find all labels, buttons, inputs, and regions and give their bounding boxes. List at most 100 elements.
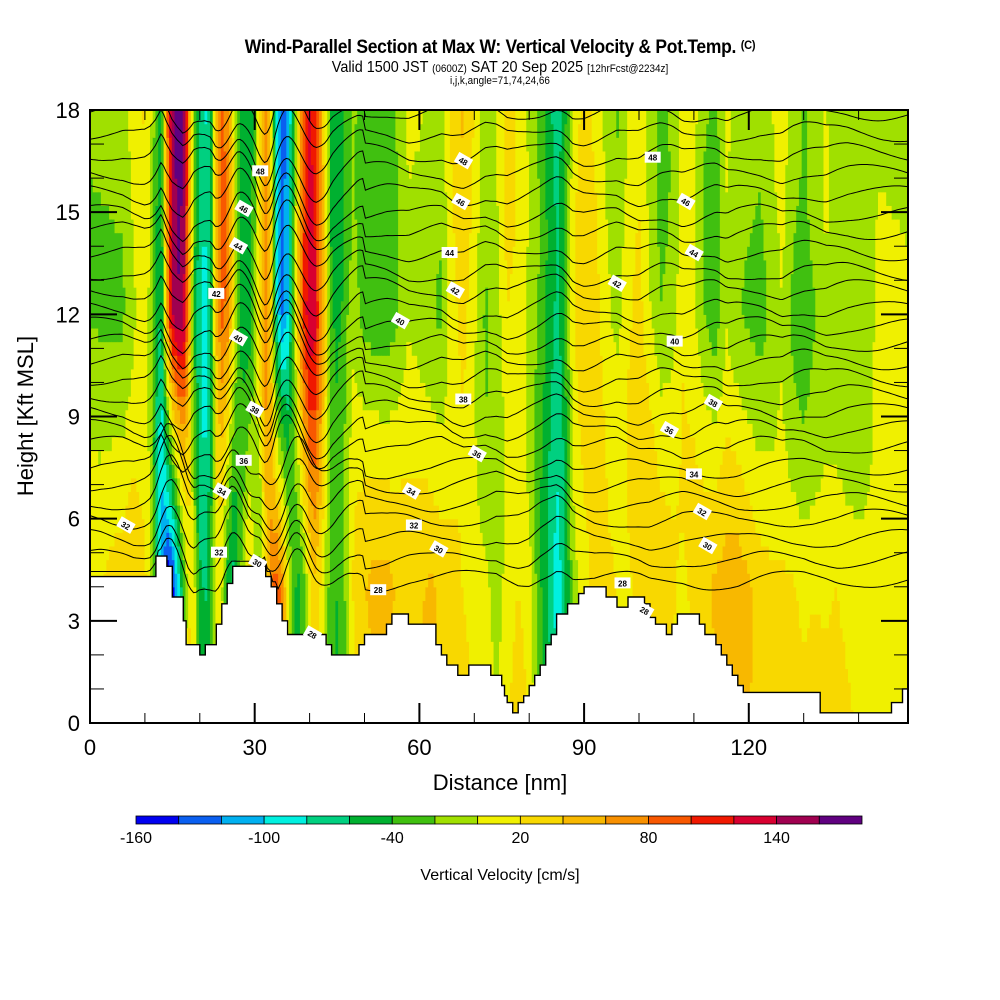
velocity-cell xyxy=(542,382,546,697)
velocity-cell xyxy=(302,232,307,329)
velocity-cell xyxy=(376,477,380,561)
velocity-cell xyxy=(329,110,334,247)
velocity-cell xyxy=(406,477,410,723)
velocity-cell xyxy=(215,491,219,683)
velocity-cell xyxy=(409,477,413,723)
velocity-cell xyxy=(654,450,658,723)
velocity-cell xyxy=(389,573,394,642)
velocity-cell xyxy=(305,409,309,452)
contour-label-bg xyxy=(441,247,458,258)
velocity-cell xyxy=(575,368,579,561)
velocity-cell xyxy=(103,110,107,206)
velocity-cell xyxy=(354,110,358,125)
velocity-cell xyxy=(422,600,426,629)
velocity-cell xyxy=(883,191,887,723)
contour-label: 30 xyxy=(429,540,449,558)
velocity-cell xyxy=(695,464,699,710)
velocity-cell xyxy=(520,110,525,629)
velocity-cell xyxy=(188,355,192,506)
velocity-cell xyxy=(741,110,745,288)
velocity-cell xyxy=(662,491,666,723)
velocity-cell xyxy=(668,505,672,656)
velocity-cell xyxy=(662,382,666,493)
contour-label-text: 48 xyxy=(648,154,657,163)
velocity-cell xyxy=(354,123,358,220)
velocity-cell xyxy=(220,436,225,506)
velocity-cell xyxy=(226,110,230,343)
velocity-cell xyxy=(425,477,429,588)
velocity-cell xyxy=(169,110,173,138)
velocity-cell xyxy=(752,341,756,438)
velocity-cell xyxy=(777,232,781,411)
velocity-cell xyxy=(133,477,137,601)
velocity-cell xyxy=(807,627,811,723)
velocity-cell xyxy=(92,110,97,193)
velocity-cell xyxy=(706,327,710,411)
velocity-cell xyxy=(867,110,871,493)
velocity-cell xyxy=(368,341,372,411)
velocity-cell xyxy=(659,110,664,302)
contour-label-bg xyxy=(228,329,249,347)
velocity-cell xyxy=(335,110,339,384)
velocity-cell xyxy=(670,518,675,629)
velocity-cell xyxy=(149,123,154,723)
velocity-cell xyxy=(624,178,628,723)
velocity-cell xyxy=(310,355,315,411)
velocity-cell xyxy=(169,464,173,479)
contour-label-bg xyxy=(228,237,249,255)
velocity-cell xyxy=(272,382,277,438)
velocity-cell xyxy=(717,409,721,479)
velocity-cell xyxy=(717,477,721,561)
velocity-cell xyxy=(812,341,816,506)
contour-label-bg xyxy=(666,335,683,347)
isentrope-line xyxy=(90,354,908,411)
velocity-cell xyxy=(482,327,486,547)
velocity-cell xyxy=(569,110,574,179)
velocity-cell xyxy=(629,327,634,574)
velocity-cell xyxy=(627,368,631,533)
velocity-cell xyxy=(760,355,765,452)
velocity-cell xyxy=(648,409,653,723)
velocity-cell xyxy=(755,110,759,206)
contour-label-bg xyxy=(467,444,487,463)
velocity-cell xyxy=(818,110,822,493)
velocity-cell xyxy=(223,355,227,411)
velocity-cell xyxy=(313,464,317,520)
velocity-cell xyxy=(291,205,296,723)
velocity-cell xyxy=(815,491,819,615)
velocity-cell xyxy=(163,396,167,438)
velocity-cell xyxy=(758,110,762,193)
velocity-cell xyxy=(275,436,279,479)
velocity-cell xyxy=(449,164,454,520)
colorbar-swatch xyxy=(434,815,479,825)
velocity-cell xyxy=(351,559,356,601)
velocity-cell xyxy=(231,382,236,438)
velocity-cell xyxy=(485,559,489,723)
velocity-cell xyxy=(499,314,503,642)
velocity-cell xyxy=(708,341,713,411)
velocity-cell xyxy=(226,423,230,465)
velocity-cell xyxy=(111,436,116,547)
velocity-cell xyxy=(368,573,372,629)
velocity-cell xyxy=(389,110,394,343)
velocity-cell xyxy=(629,110,634,329)
velocity-cell xyxy=(193,505,197,588)
velocity-cell xyxy=(777,110,781,234)
velocity-cell xyxy=(302,532,307,574)
isentrope-line xyxy=(90,370,908,427)
velocity-cell xyxy=(499,110,503,315)
velocity-cell xyxy=(809,259,814,370)
velocity-cell xyxy=(196,532,200,723)
velocity-cell xyxy=(389,409,394,493)
contour-label-bg xyxy=(635,601,655,619)
velocity-cell xyxy=(651,110,656,329)
velocity-cell xyxy=(305,532,309,574)
velocity-cell xyxy=(578,423,582,723)
y-tick-label: 9 xyxy=(68,405,80,430)
velocity-cell xyxy=(179,327,184,356)
velocity-cell xyxy=(280,368,285,397)
velocity-cell xyxy=(545,218,549,261)
velocity-cell xyxy=(605,110,609,220)
velocity-cell xyxy=(670,368,675,520)
